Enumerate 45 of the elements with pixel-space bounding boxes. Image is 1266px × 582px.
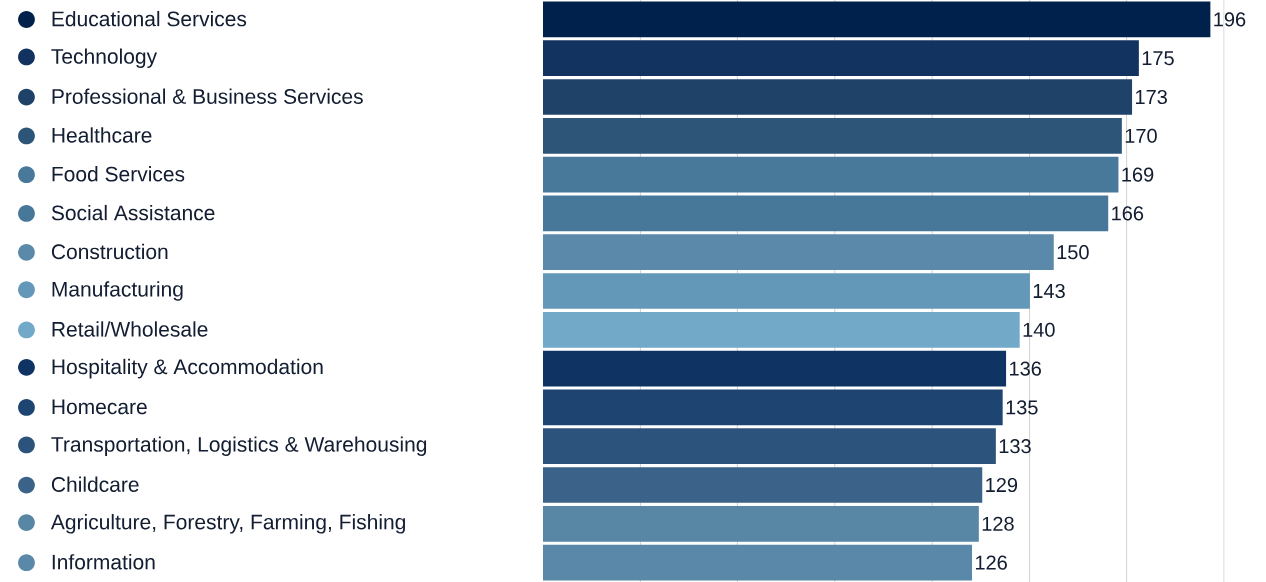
y-tick-label: Agriculture, Forestry, Farming, Fishing: [50, 514, 406, 534]
bar: [542, 428, 996, 465]
bar: [542, 195, 1109, 232]
bar: [542, 389, 1003, 426]
y-tick-label: Food Services: [52, 166, 185, 182]
data-label: 150: [1057, 245, 1089, 260]
data-label: 133: [999, 439, 1031, 454]
bar: [542, 117, 1122, 154]
data-label: 166: [1112, 206, 1144, 221]
y-tick-label: Homecare: [52, 399, 147, 415]
y-tick-label: Manufacturing: [52, 281, 183, 301]
bar: [542, 40, 1139, 77]
bar: [542, 1, 1211, 38]
y-tick-label: Professional & Business Services: [52, 88, 363, 104]
y-tick-label: Retail/Wholesale: [52, 321, 208, 337]
bar: [542, 311, 1020, 348]
data-label: 173: [1136, 89, 1167, 105]
y-tick-label: Childcare: [51, 476, 139, 492]
data-label: 143: [1033, 283, 1065, 299]
data-label: 126: [975, 555, 1007, 570]
y-tick-label: Technology: [51, 48, 158, 68]
data-label: 128: [982, 516, 1014, 531]
bar: [542, 234, 1054, 271]
y-tick-label: Information: [52, 554, 155, 570]
y-tick-label: Transportation, Logistics & Warehousing: [51, 436, 427, 456]
y-tick-label: Educational Services: [52, 10, 247, 27]
data-label: 140: [1023, 322, 1055, 337]
data-label: 169: [1122, 167, 1154, 182]
bar: [542, 273, 1030, 309]
bar: [542, 544, 973, 581]
data-label: 196: [1214, 12, 1246, 27]
y-tick-label: Healthcare: [52, 127, 152, 143]
y-tick-label: Construction: [51, 243, 168, 260]
bar: [542, 156, 1119, 193]
data-label: 136: [1010, 361, 1041, 376]
bar: [542, 79, 1133, 115]
data-label: 129: [986, 477, 1018, 493]
y-tick-label: Social Assistance: [51, 204, 215, 221]
y-tick-label: Hospitality & Accommodation: [52, 358, 323, 379]
data-label: 170: [1125, 128, 1157, 143]
bar: [542, 505, 979, 542]
data-label: 135: [1006, 400, 1038, 415]
data-label: 175: [1142, 51, 1174, 66]
bar: [542, 350, 1007, 387]
bar: [542, 467, 983, 503]
